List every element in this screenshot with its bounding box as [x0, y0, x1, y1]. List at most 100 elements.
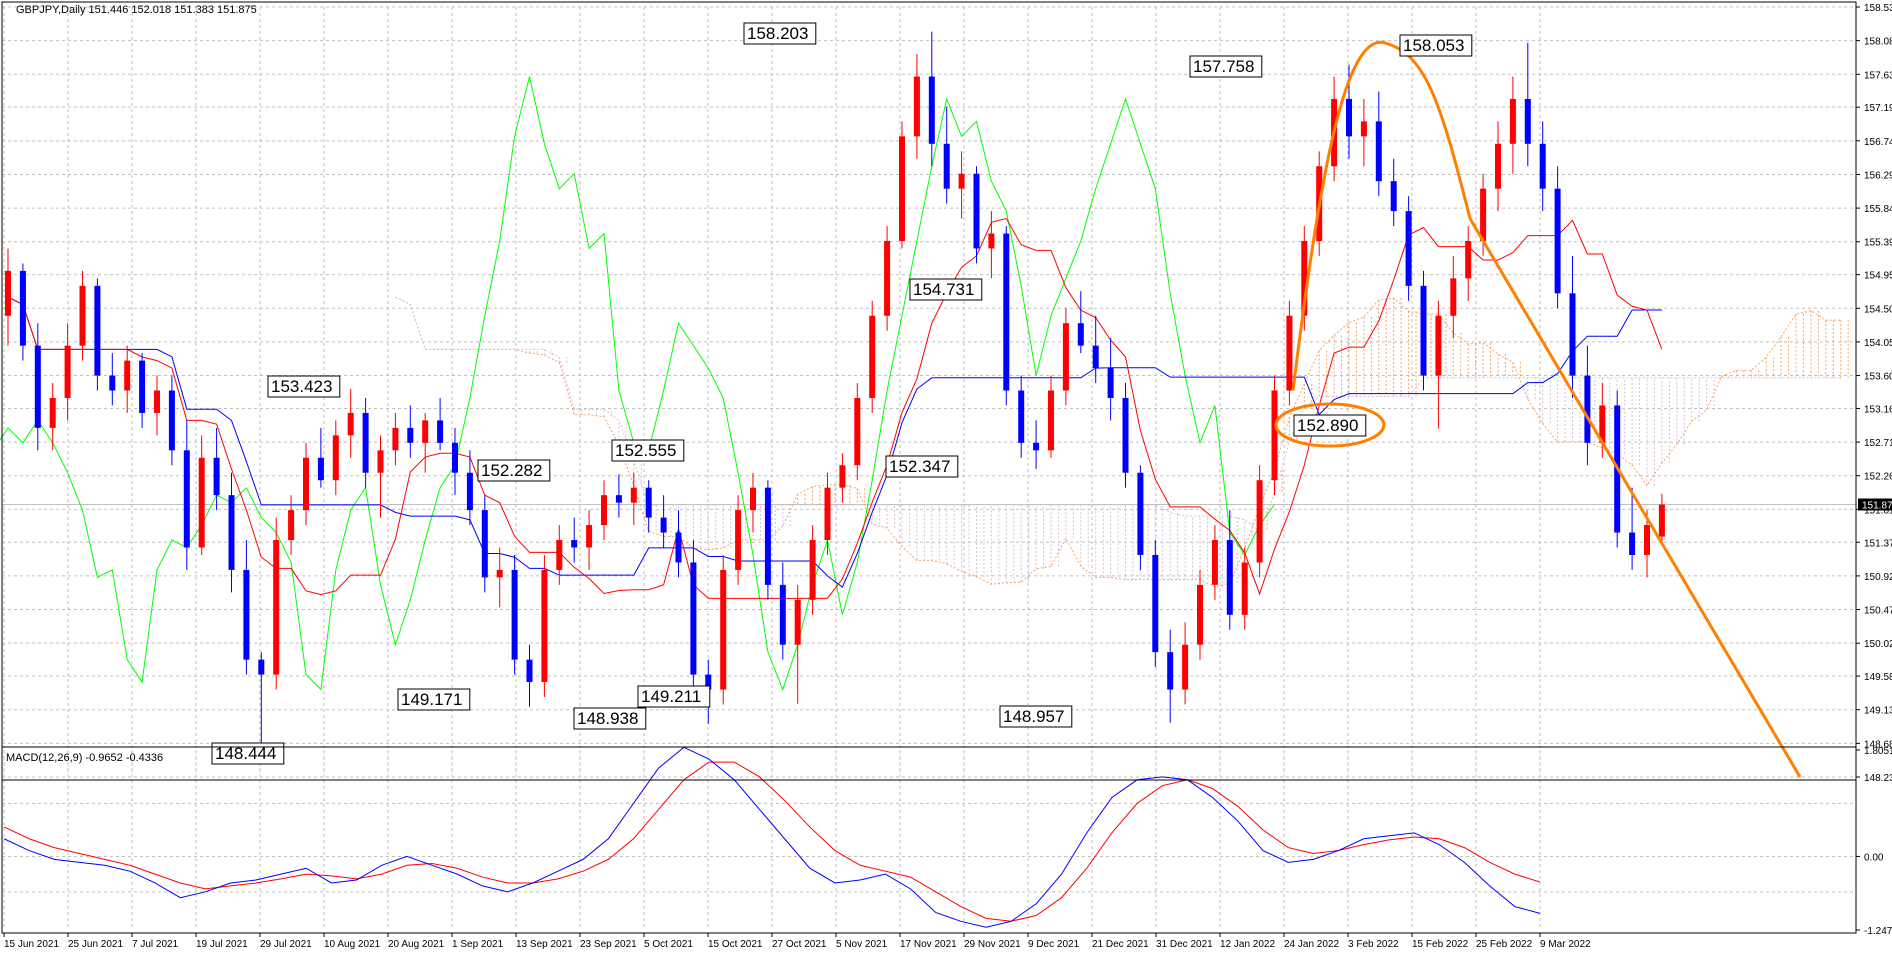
highlight-ellipse[interactable] [1274, 402, 1386, 448]
candle [511, 554, 518, 675]
x-tick-label: 15 Oct 2021 [708, 939, 763, 950]
price-annotation: 158.203 [743, 22, 817, 45]
candle-body [258, 659, 265, 675]
indicator-lines [0, 76, 1663, 928]
candle-body [839, 465, 846, 488]
annotation-box [573, 707, 647, 730]
candle [392, 412, 399, 466]
candle [1495, 121, 1501, 212]
candle [1077, 291, 1084, 354]
arc-drawing[interactable] [1291, 40, 1472, 391]
candle [899, 121, 905, 249]
x-tick-label: 24 Jan 2022 [1284, 939, 1339, 950]
candle [1584, 345, 1591, 466]
candle [109, 353, 116, 406]
macd-tick-label: -1.2475 [1864, 926, 1892, 937]
price-tick-label: 151.810 [1864, 505, 1892, 516]
candle-body [705, 674, 712, 690]
candle [750, 472, 756, 533]
candle-body [1569, 293, 1576, 376]
candle [1256, 465, 1263, 578]
candle-body [481, 510, 488, 578]
price-annotation: 158.053 [1399, 34, 1473, 57]
current-price-label: 151.875 [1862, 501, 1892, 512]
price-annotation: 152.282 [477, 459, 551, 482]
price-annotation: 148.444 [211, 742, 285, 765]
macd-tick-label: 1.8051 [1864, 746, 1892, 757]
candle [1122, 383, 1129, 488]
macd-signal-line [3, 761, 1541, 922]
candle-body [362, 412, 369, 473]
x-tick-label: 9 Mar 2022 [1540, 939, 1591, 950]
candle-body [1346, 98, 1352, 137]
candle-body [541, 569, 548, 683]
candle [824, 472, 831, 555]
candle [1360, 98, 1367, 167]
candle-body [124, 360, 131, 391]
current-price-tag [1858, 498, 1892, 511]
candle [139, 353, 146, 428]
candle [913, 54, 920, 159]
tenkan-line [7, 217, 1663, 599]
trend-line[interactable] [1468, 217, 1802, 778]
candle-body [79, 285, 86, 346]
candle [1450, 255, 1457, 339]
candle [1048, 375, 1054, 458]
candle [601, 480, 607, 541]
candle-body [1435, 315, 1442, 376]
candle-body [675, 532, 682, 563]
candle [1137, 465, 1144, 570]
annotation-label: 152.890 [1297, 416, 1358, 435]
candle [809, 525, 816, 615]
candle-body [750, 487, 756, 511]
drawing-objects[interactable] [1274, 40, 1802, 778]
price-tick-label: 154.950 [1864, 271, 1892, 282]
candle [1211, 525, 1218, 600]
candle [303, 442, 309, 526]
candle [1092, 315, 1099, 384]
price-tick-label: 153.160 [1864, 404, 1892, 415]
annotation-box [611, 439, 685, 462]
annotation-label: 149.171 [401, 690, 462, 709]
candle [630, 472, 637, 526]
x-tick-label: 29 Nov 2021 [964, 939, 1021, 950]
candle [1524, 42, 1531, 167]
candle-body [496, 569, 503, 578]
candle-body [94, 285, 101, 376]
annotation-label: 154.731 [913, 280, 974, 299]
candle-body [854, 397, 861, 466]
candle [124, 345, 131, 413]
x-tick-label: 27 Oct 2021 [772, 939, 827, 950]
annotation-label: 148.938 [577, 709, 638, 728]
candle-body [213, 457, 220, 496]
candle-body [1092, 345, 1099, 369]
annotation-box [1293, 414, 1367, 437]
candle-body [1018, 390, 1025, 443]
candle-body [19, 270, 26, 346]
candle-body [735, 510, 742, 570]
x-tick-label: 3 Feb 2022 [1348, 939, 1399, 950]
candle [556, 525, 563, 585]
candle [1152, 540, 1159, 668]
x-tick-label: 7 Jul 2021 [132, 939, 179, 950]
candle-body [437, 420, 444, 443]
annotation-label: 148.444 [215, 744, 276, 763]
candle-body [1137, 472, 1144, 555]
annotation-box [267, 375, 341, 398]
candle [1465, 226, 1472, 301]
candle [1435, 300, 1442, 429]
candle [1033, 420, 1040, 469]
annotation-label: 153.423 [271, 377, 332, 396]
annotation-box [999, 705, 1073, 728]
x-tick-label: 25 Feb 2022 [1476, 939, 1533, 950]
candle [1062, 308, 1069, 406]
candle [273, 517, 280, 690]
candle-body [794, 599, 801, 645]
candle-body [988, 233, 995, 249]
price-annotation: 149.171 [397, 688, 471, 711]
candle-body [1405, 211, 1412, 286]
annotation-label: 152.347 [889, 457, 950, 476]
candle [720, 554, 727, 705]
price-annotation: 153.423 [267, 375, 341, 398]
